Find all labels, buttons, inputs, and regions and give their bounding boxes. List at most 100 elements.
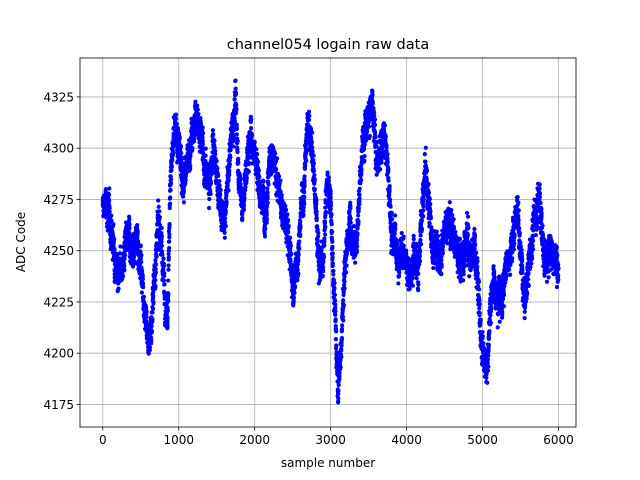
data-point bbox=[427, 221, 432, 226]
data-point bbox=[472, 226, 477, 232]
data-point bbox=[215, 166, 220, 171]
data-point bbox=[321, 269, 326, 274]
data-point bbox=[311, 157, 316, 163]
data-point bbox=[218, 187, 223, 193]
data-point bbox=[261, 179, 266, 184]
data-point bbox=[133, 261, 138, 266]
data-point bbox=[235, 149, 240, 155]
data-point bbox=[310, 145, 315, 150]
data-point bbox=[356, 213, 361, 218]
data-point bbox=[181, 194, 186, 199]
data-point bbox=[306, 117, 312, 123]
data-point bbox=[356, 219, 361, 224]
data-point bbox=[265, 200, 270, 206]
data-point bbox=[122, 253, 128, 258]
data-point bbox=[178, 154, 183, 159]
data-point bbox=[334, 343, 339, 348]
data-point bbox=[103, 187, 108, 192]
data-point bbox=[341, 318, 346, 323]
data-point bbox=[261, 185, 266, 190]
data-point bbox=[295, 278, 300, 283]
data-point bbox=[286, 230, 291, 235]
data-point bbox=[410, 275, 415, 280]
data-point bbox=[181, 200, 187, 205]
data-point bbox=[154, 254, 159, 259]
data-point bbox=[236, 160, 241, 165]
data-point bbox=[328, 195, 333, 200]
data-point bbox=[226, 178, 231, 183]
data-point bbox=[331, 268, 336, 273]
data-point bbox=[289, 251, 294, 256]
data-point bbox=[278, 178, 283, 183]
data-point bbox=[397, 270, 402, 275]
data-point bbox=[162, 271, 167, 276]
data-point bbox=[447, 200, 452, 205]
data-point bbox=[138, 249, 143, 254]
data-point bbox=[227, 162, 232, 167]
data-point bbox=[336, 388, 341, 393]
data-point bbox=[285, 212, 290, 217]
data-point bbox=[342, 279, 347, 284]
data-point bbox=[417, 258, 423, 263]
data-point bbox=[357, 186, 362, 191]
data-point bbox=[150, 310, 155, 315]
data-point bbox=[231, 144, 236, 149]
data-point bbox=[370, 92, 375, 97]
data-point bbox=[297, 246, 302, 251]
data-point bbox=[166, 292, 171, 297]
data-point bbox=[286, 224, 291, 229]
data-point bbox=[151, 301, 156, 306]
data-point bbox=[200, 142, 205, 147]
data-point bbox=[322, 243, 327, 248]
data-point bbox=[235, 138, 240, 144]
data-point bbox=[149, 338, 154, 343]
data-point bbox=[325, 170, 330, 175]
data-point bbox=[298, 233, 303, 239]
data-point bbox=[390, 216, 395, 222]
data-point bbox=[467, 274, 472, 279]
data-point bbox=[362, 142, 367, 147]
data-point bbox=[117, 251, 123, 256]
data-point bbox=[206, 205, 212, 211]
data-point bbox=[421, 214, 426, 219]
data-point bbox=[353, 260, 358, 265]
data-point bbox=[243, 185, 248, 190]
data-point bbox=[150, 306, 156, 311]
data-point bbox=[131, 254, 137, 260]
data-point bbox=[333, 318, 338, 323]
data-point bbox=[161, 278, 167, 283]
data-point bbox=[222, 216, 228, 221]
data-point bbox=[144, 309, 149, 314]
data-point bbox=[109, 218, 114, 223]
data-point bbox=[474, 250, 479, 255]
data-point bbox=[424, 168, 430, 173]
data-point bbox=[144, 314, 149, 320]
data-point bbox=[332, 292, 338, 297]
data-point bbox=[314, 215, 319, 221]
data-point bbox=[340, 323, 345, 328]
data-point bbox=[168, 181, 174, 186]
data-point bbox=[439, 272, 444, 277]
data-point bbox=[298, 219, 303, 224]
data-point bbox=[312, 173, 317, 178]
data-point bbox=[161, 261, 167, 267]
data-point bbox=[302, 194, 307, 199]
data-point bbox=[236, 156, 241, 161]
data-point bbox=[127, 217, 132, 222]
data-point bbox=[208, 191, 213, 196]
data-point bbox=[384, 148, 389, 153]
data-point bbox=[159, 239, 164, 245]
data-point bbox=[161, 256, 166, 261]
data-point bbox=[167, 239, 172, 244]
data-point bbox=[246, 161, 252, 167]
data-point bbox=[224, 200, 229, 205]
data-point bbox=[288, 243, 293, 248]
data-point bbox=[356, 206, 361, 211]
data-point bbox=[304, 148, 309, 153]
data-point bbox=[323, 224, 328, 230]
data-point bbox=[216, 173, 221, 178]
data-point bbox=[166, 263, 171, 268]
data-point bbox=[157, 209, 162, 214]
data-point bbox=[312, 177, 317, 182]
